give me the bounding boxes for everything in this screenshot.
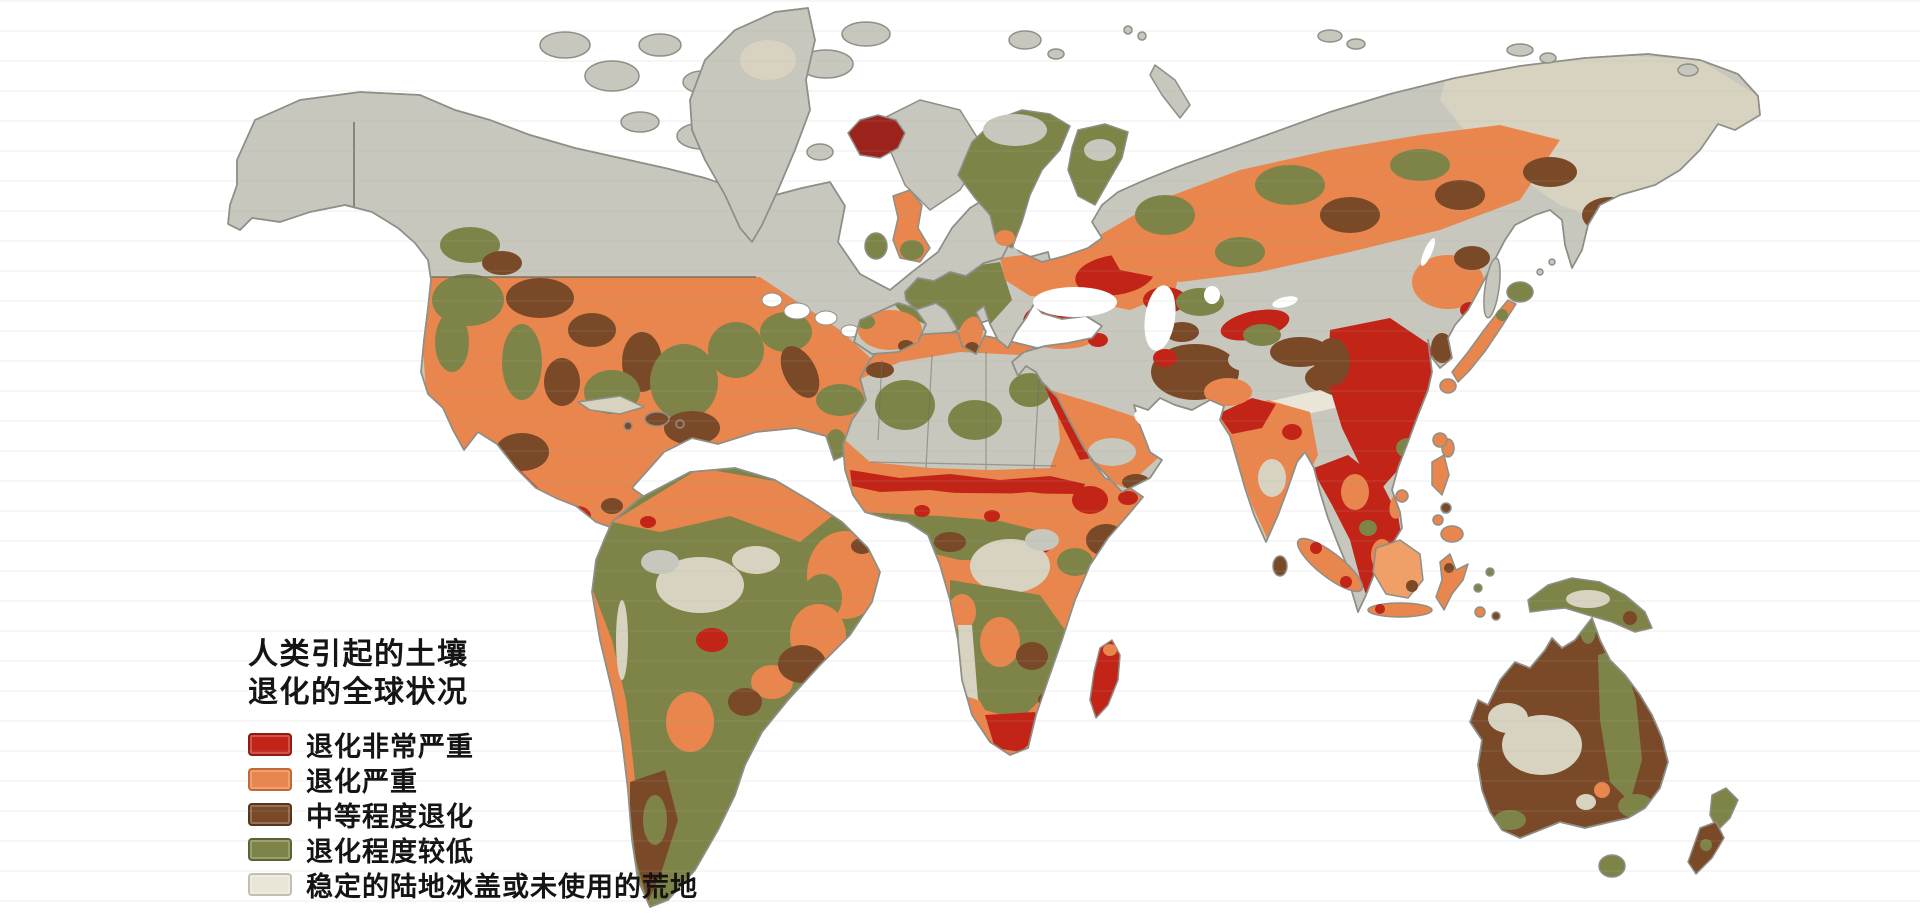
legend-item-moderate: 中等程度退化 (248, 797, 698, 832)
region-north-america (227, 21, 1062, 533)
region-eurasia (853, 53, 1761, 613)
legend-item-low: 退化程度较低 (248, 832, 698, 867)
legend-swatch-moderate (248, 802, 292, 826)
tasmania (1598, 854, 1626, 878)
legend-label: 退化程度较低 (306, 836, 474, 867)
sri-lanka (1272, 555, 1288, 577)
map-title-line1: 人类引起的土壤 (248, 638, 469, 671)
caspian-sea (1144, 285, 1176, 351)
map-legend-panel: 人类引起的土壤 退化的全球状况 退化非常严重 退化严重 中等程度退化 退化程度较… (248, 636, 698, 902)
region-new-zealand (1687, 787, 1739, 875)
legend-swatch-severe (248, 767, 292, 791)
arctic-islands-eurasia (1008, 25, 1699, 119)
region-south-america (591, 467, 881, 908)
legend-swatch-very-severe (248, 732, 292, 756)
region-british-isles (864, 189, 931, 263)
legend-label: 中等程度退化 (306, 801, 474, 832)
region-madagascar (1089, 639, 1121, 719)
taiwan (1432, 432, 1448, 448)
region-indonesia (1272, 432, 1501, 621)
region-philippines (1431, 438, 1464, 543)
region-scandinavia (957, 109, 1129, 249)
map-title: 人类引起的土壤 退化的全球状况 (248, 636, 698, 713)
legend-item-stable: 稳定的陆地冰盖或未使用的荒地 (248, 867, 698, 902)
legend-label: 退化非常严重 (306, 731, 474, 762)
legend-label: 稳定的陆地冰盖或未使用的荒地 (306, 871, 698, 902)
map-title-line2: 退化的全球状况 (248, 676, 469, 710)
legend-swatch-stable (248, 872, 292, 896)
legend-item-very-severe: 退化非常严重 (248, 727, 698, 762)
region-greenland (689, 7, 816, 243)
legend-item-severe: 退化严重 (248, 762, 698, 797)
region-japan (1439, 257, 1556, 394)
hainan (1395, 489, 1409, 503)
black-sea (1033, 287, 1117, 317)
region-new-guinea (1527, 577, 1653, 633)
sakhalin (1483, 257, 1501, 319)
region-caribbean (577, 395, 685, 431)
legend: 退化非常严重 退化严重 中等程度退化 退化程度较低 稳定的陆地冰盖或未使用的荒地 (248, 727, 698, 902)
legend-label: 退化严重 (306, 766, 418, 797)
legend-swatch-low (248, 837, 292, 861)
region-australia (1469, 617, 1669, 878)
region-iceland (847, 114, 906, 159)
